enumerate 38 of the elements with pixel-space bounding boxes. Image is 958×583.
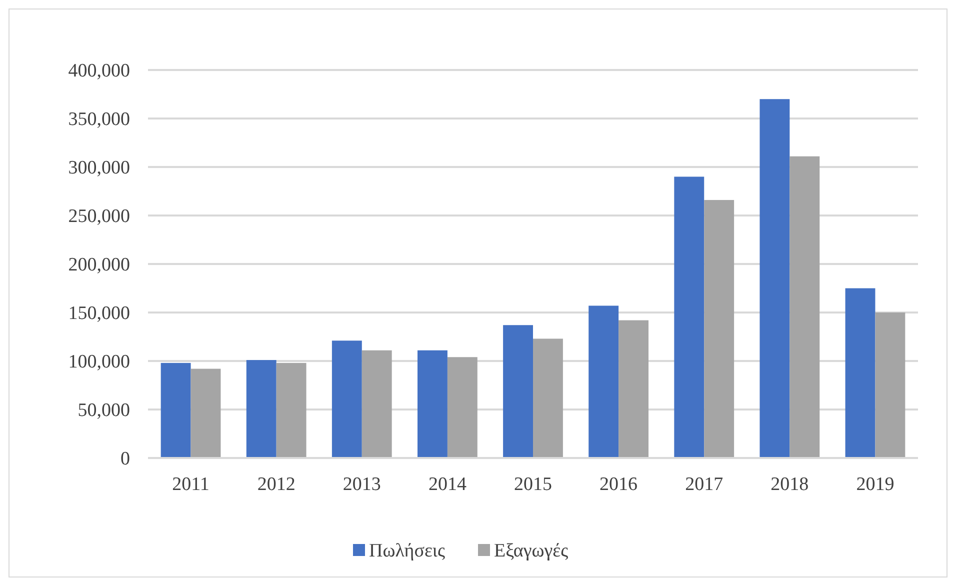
y-tick-label: 50,000 — [78, 400, 130, 422]
y-tick-label: 150,000 — [68, 303, 130, 324]
bar — [418, 350, 448, 458]
bar — [362, 350, 392, 458]
bar — [618, 320, 648, 458]
bar — [760, 99, 790, 458]
x-tick-label: 2017 — [685, 474, 724, 495]
legend-label: Πωλήσεις — [369, 540, 446, 562]
y-tick-label: 250,000 — [68, 206, 130, 228]
x-tick-label: 2015 — [514, 474, 552, 495]
y-tick-label: 0 — [120, 448, 130, 470]
y-tick-label: 350,000 — [68, 109, 130, 130]
bar — [503, 325, 533, 458]
y-tick-label: 100,000 — [68, 352, 130, 373]
x-tick-label: 2019 — [856, 474, 894, 495]
bar — [588, 306, 619, 458]
bar — [533, 338, 563, 458]
x-tick-label: 2014 — [428, 474, 467, 495]
x-tick-label: 2016 — [600, 474, 638, 495]
bar — [246, 360, 276, 458]
x-tick-label: 2011 — [172, 474, 210, 495]
x-tick-label: 2012 — [257, 474, 296, 495]
bar — [332, 340, 362, 458]
y-tick-label: 400,000 — [68, 60, 130, 82]
bar — [447, 357, 478, 458]
bar — [674, 176, 704, 458]
bar — [845, 288, 876, 458]
bar — [875, 312, 906, 458]
x-tick-label: 2013 — [342, 474, 381, 495]
bar — [704, 200, 734, 458]
bar — [190, 368, 221, 458]
y-tick-label: 300,000 — [68, 158, 130, 179]
bar — [276, 362, 306, 458]
y-tick-label: 200,000 — [68, 254, 130, 276]
x-tick-label: 2018 — [770, 474, 809, 495]
bar — [160, 362, 191, 458]
legend-label: Εξαγωγές — [494, 540, 569, 562]
bar — [790, 156, 820, 458]
